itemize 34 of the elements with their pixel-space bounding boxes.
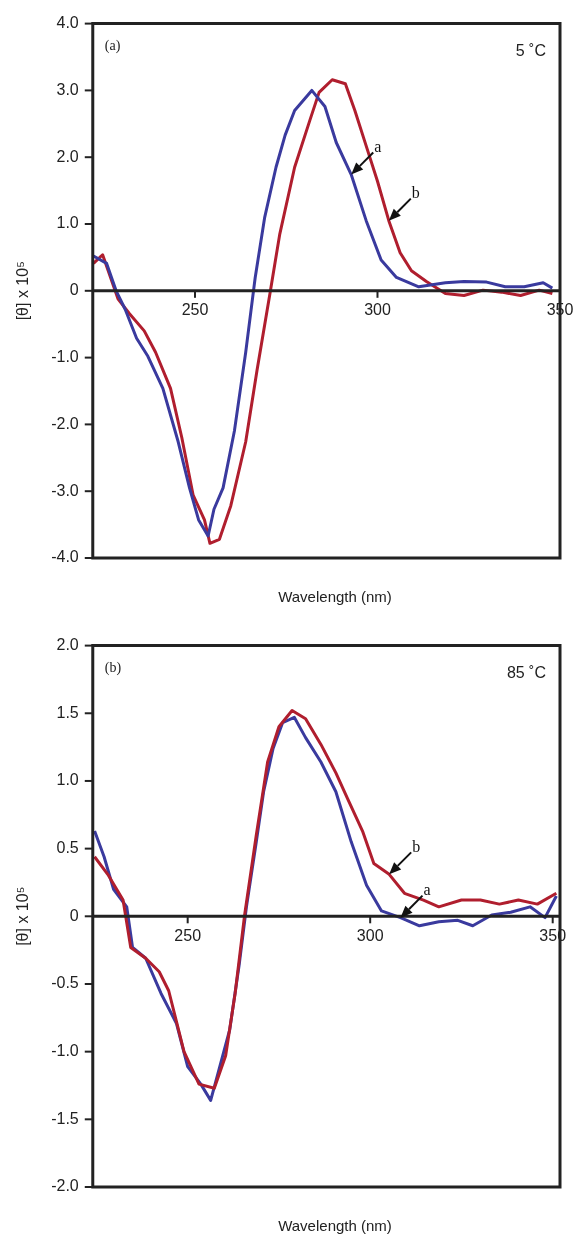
y-tick-label: 2.0 xyxy=(56,147,79,165)
annotation: (a) xyxy=(104,38,121,55)
y-tick-label: -0.5 xyxy=(51,974,79,992)
x-tick-label: 250 xyxy=(174,926,202,944)
y-axis-title: [θ] x 10⁵ xyxy=(14,261,32,321)
y-tick-label: 4.0 xyxy=(56,14,79,32)
x-tick-label: 300 xyxy=(356,926,384,944)
x-axis-title: Wavelength (nm) xyxy=(277,588,393,607)
y-tick-label: -3.0 xyxy=(51,481,79,499)
y-tick-label: 1.5 xyxy=(56,703,79,721)
annotation: 85 ˚C xyxy=(506,664,546,682)
y-tick-label: 0 xyxy=(69,281,79,299)
y-tick-label: 1.0 xyxy=(56,771,79,789)
x-tick-label: 300 xyxy=(364,301,391,319)
y-tick-label: 0.5 xyxy=(56,839,79,857)
y-tick-label: -2.0 xyxy=(51,1177,79,1195)
y-tick-label: -1.0 xyxy=(51,348,79,366)
y-tick-label: 2.0 xyxy=(56,636,79,654)
y-axis-title: [θ] x 10⁵ xyxy=(14,886,32,946)
y-tick-label: 1.0 xyxy=(56,214,79,232)
y-tick-label: 3.0 xyxy=(56,80,79,98)
annotation: b xyxy=(411,183,420,201)
annotation: 5 ˚C xyxy=(515,42,546,60)
y-tick-label: -4.0 xyxy=(51,548,79,566)
y-tick-label: 0 xyxy=(69,906,79,924)
annotation: b xyxy=(412,837,421,855)
x-tick-label: 250 xyxy=(181,301,209,319)
y-tick-label: -2.0 xyxy=(51,414,79,432)
x-axis-title: Wavelength (nm) xyxy=(277,1217,393,1236)
y-tick-label: -1.5 xyxy=(51,1109,79,1127)
annotation: a xyxy=(374,137,382,155)
annotation: (b) xyxy=(104,660,122,677)
annotation: a xyxy=(423,880,431,898)
y-tick-label: -1.0 xyxy=(51,1042,79,1060)
